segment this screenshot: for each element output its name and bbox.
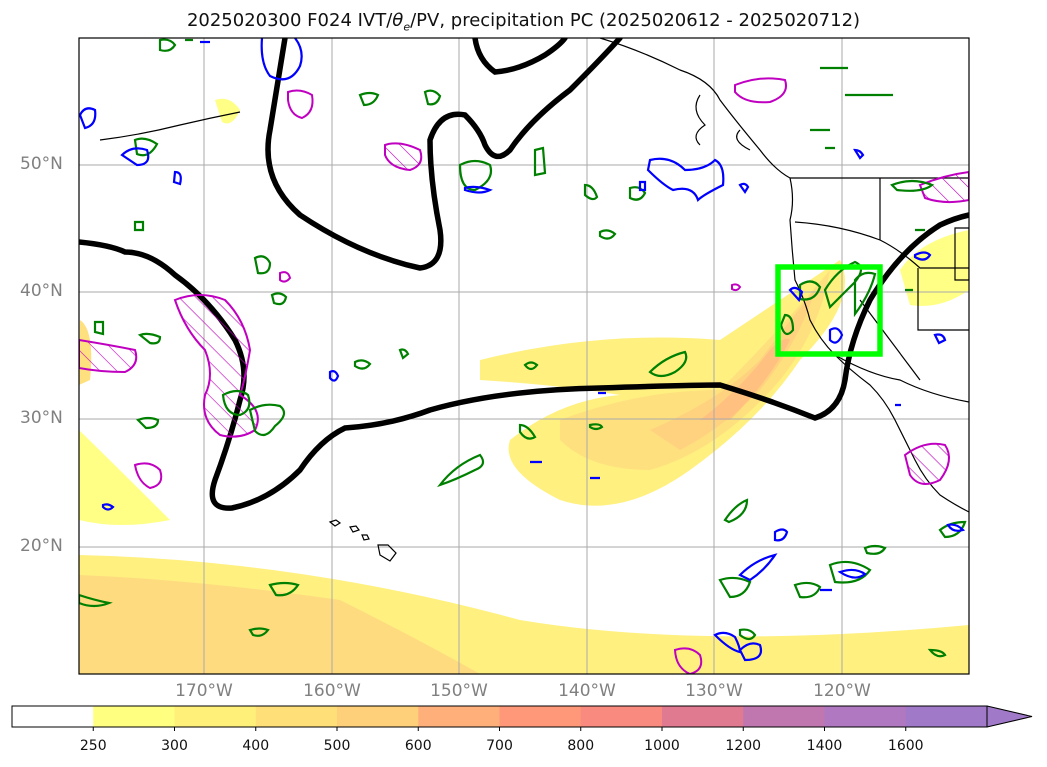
lon-label-160w: 160°W: [303, 681, 361, 701]
colorbar-segment: [174, 706, 257, 727]
graticule: [79, 38, 969, 674]
colorbar: [11, 705, 1033, 731]
lat-label-50: 50°N: [20, 154, 63, 174]
target-region-box: [775, 264, 883, 357]
pv-contours: [79, 38, 966, 662]
colorbar-segment: [337, 706, 419, 727]
colorbar-segment: [743, 706, 825, 727]
lon-label-140w: 140°W: [558, 681, 616, 701]
colorbar-segment: [824, 706, 907, 727]
colorbar-segment: [255, 706, 338, 727]
colorbar-tick-label: 600: [404, 738, 432, 754]
colorbar-tick-label: 400: [242, 738, 270, 754]
colorbar-segment: [499, 706, 582, 727]
colorbar-tick-label: 500: [323, 738, 351, 754]
colorbar-tick-label: 1600: [887, 738, 924, 754]
colorbar-tick-label: 700: [486, 738, 513, 754]
lon-label-170w: 170°W: [175, 681, 233, 701]
lat-label-30: 30°N: [20, 408, 63, 428]
colorbar-segment: [12, 706, 94, 727]
colorbar-segment: [905, 706, 988, 727]
colorbar-segment: [580, 706, 663, 727]
lon-label-120w: 120°W: [813, 681, 871, 701]
lon-label-150w: 150°W: [430, 681, 488, 701]
colorbar-tick-label: 300: [161, 738, 188, 754]
hawaii-islands: [328, 519, 397, 562]
colorbar-segment: [418, 706, 500, 727]
theta-e-contours: [79, 38, 967, 658]
colorbar-tick-label: 800: [567, 738, 595, 754]
map-title: 2025020300 F024 IVT/θe/PV, precipitation…: [186, 10, 861, 34]
colorbar-tick-label: 250: [79, 738, 107, 754]
colorbar-tick-label: 1000: [644, 738, 680, 754]
colorbar-extend-arrow: [986, 705, 1033, 728]
colorbar-tick-label: 1400: [806, 738, 843, 754]
lon-label-130w: 130°W: [685, 681, 743, 701]
map-frame: [78, 37, 970, 675]
lat-label-20: 20°N: [20, 536, 63, 556]
colorbar-segment: [93, 706, 175, 727]
colorbar-tick-label: 1200: [725, 738, 762, 754]
lat-label-40: 40°N: [20, 281, 63, 301]
colorbar-segment: [662, 706, 744, 727]
